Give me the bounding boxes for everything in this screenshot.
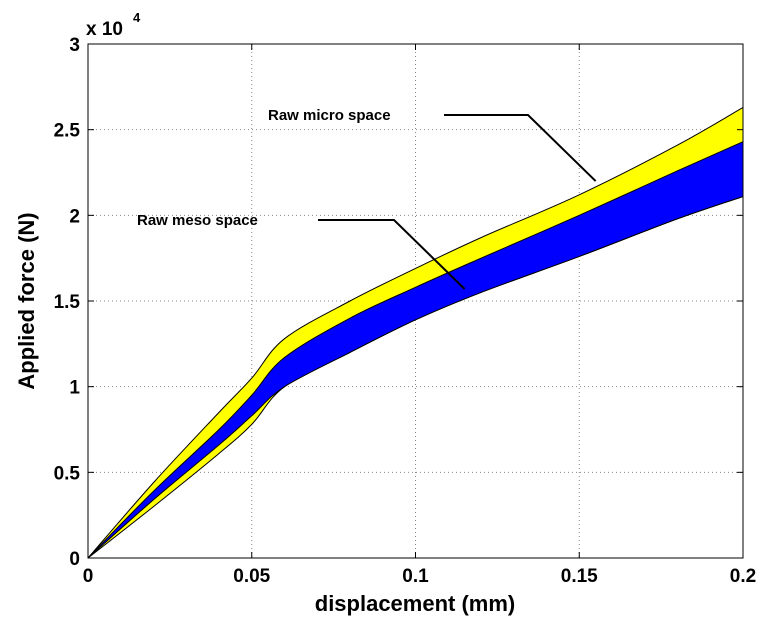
y-tick-label: 3 [69, 35, 80, 56]
y-multiplier-exponent: 4 [133, 10, 141, 25]
x-tick-label: 0 [83, 566, 94, 587]
annotation-leader-line [444, 114, 597, 182]
y-tick-label: 0.5 [54, 463, 81, 484]
y-axis-label: Applied force (N) [14, 212, 39, 389]
y-multiplier-base: x 10 [86, 19, 123, 40]
y-tick-label: 0 [69, 549, 80, 570]
x-tick-label: 0.2 [730, 566, 756, 587]
ticks: 0 0.05 0.1 0.15 0.2 0 0.5 1 1.5 2 2.5 3 [54, 35, 757, 587]
annotations: Raw micro space Raw meso space [137, 107, 597, 290]
annotation-raw-micro-space: Raw micro space [268, 107, 391, 124]
x-tick-label: 0.15 [561, 566, 598, 587]
y-tick-label: 2 [69, 206, 80, 227]
annotation-raw-meso-space: Raw meso space [137, 212, 258, 229]
x-axis-label: displacement (mm) [315, 591, 516, 616]
y-tick-label: 1 [69, 378, 80, 399]
x-tick-label: 0.05 [233, 566, 270, 587]
annotation-leader-line [318, 219, 466, 290]
y-tick-label: 2.5 [54, 121, 81, 142]
y-tick-label: 1.5 [54, 292, 81, 313]
x-tick-label: 0.1 [402, 566, 429, 587]
